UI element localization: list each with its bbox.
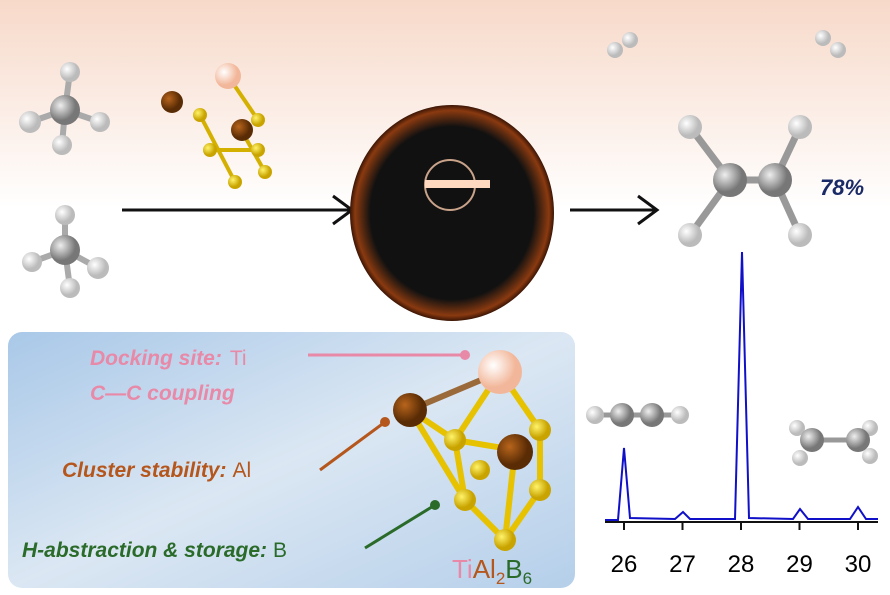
reactor-glow	[425, 180, 490, 188]
formula: TiAl2B6	[452, 554, 532, 588]
x-tick-label: 28	[728, 551, 755, 578]
info-box	[8, 332, 575, 588]
x-tick-label: 26	[611, 551, 638, 578]
coupling-label: C—C coupling	[90, 382, 235, 405]
products	[607, 30, 846, 247]
spectrum-trace	[605, 251, 878, 521]
spectrum-ticks: 26 27 28 29 30	[611, 522, 872, 578]
cluster-large	[393, 350, 551, 551]
cluster-small	[161, 63, 272, 189]
abstraction-label: H-abstraction & storage: B	[22, 539, 287, 562]
docking-label: Docking site: Ti	[90, 347, 247, 370]
yield: 78%	[820, 175, 864, 200]
reactor	[350, 105, 554, 321]
x-tick-label: 29	[786, 551, 813, 578]
methane	[19, 62, 110, 298]
pointers	[308, 350, 470, 550]
x-tick-label: 30	[845, 551, 872, 578]
x-tick-label: 27	[669, 551, 696, 578]
stability-label: Cluster stability: Al	[62, 459, 251, 482]
spectrum-molecules	[586, 403, 878, 466]
